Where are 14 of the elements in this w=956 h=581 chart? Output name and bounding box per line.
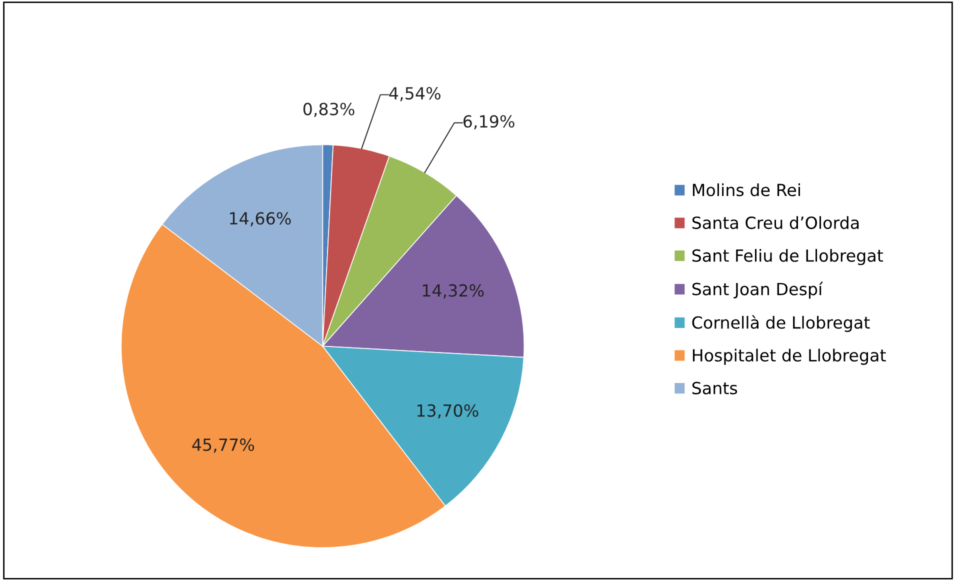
legend-label: Molins de Rei [692,183,800,196]
data-label: 14,66% [230,212,291,226]
data-label: 4,54% [389,86,440,102]
legend-label: Hospitalet de Llobregat [692,348,886,365]
data-label: 0,83% [303,102,354,118]
data-label: 45,77% [192,438,254,453]
legend-label: Sant Feliu de Llobregat [692,248,884,266]
data-label: 6,19% [464,115,514,130]
legend-label: Santa Creu d’Olorda [692,216,859,230]
legend-label: Sants [692,382,738,394]
data-label: 13,70% [417,404,478,419]
data-label: 14,32% [422,284,484,298]
legend-label: Sant Joan Despí [692,282,824,299]
legend-label: Cornellà de Llobregat [692,315,870,332]
